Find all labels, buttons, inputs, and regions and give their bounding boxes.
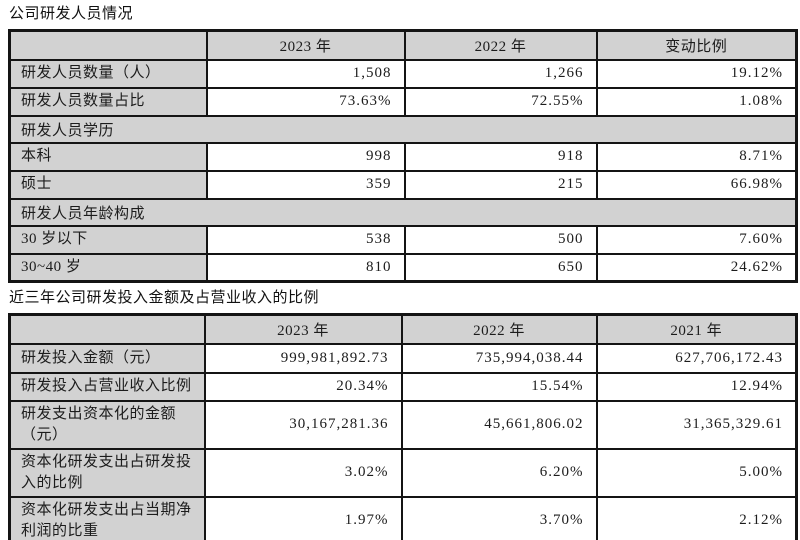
- table-row: 本科 998 918 8.71%: [8, 141, 798, 172]
- rd-personnel-table: 2023 年 2022 年 变动比例 研发人员数量（人） 1,508 1,266…: [8, 29, 798, 283]
- section-label: 研发人员学历: [8, 114, 798, 144]
- cell-value: 72.55%: [403, 86, 598, 117]
- cell-value: 31,365,329.61: [595, 399, 798, 450]
- header-cell-2023: 2023 年: [203, 313, 403, 345]
- cell-value: 538: [205, 224, 406, 255]
- header-cell-change-ratio: 变动比例: [595, 29, 798, 61]
- table-row: 研发投入金额（元） 999,981,892.73 735,994,038.44 …: [8, 342, 798, 374]
- cell-value: 73.63%: [205, 86, 406, 117]
- table-header-row: 2023 年 2022 年 变动比例: [8, 29, 798, 61]
- header-cell-empty: [8, 29, 208, 61]
- row-label: 硕士: [8, 169, 208, 200]
- table-row: 研发人员数量占比 73.63% 72.55% 1.08%: [8, 86, 798, 117]
- cell-value: 999,981,892.73: [203, 342, 403, 374]
- cell-value: 45,661,806.02: [400, 399, 598, 450]
- table-row: 研发人员数量（人） 1,508 1,266 19.12%: [8, 58, 798, 89]
- table-row: 30 岁以下 538 500 7.60%: [8, 224, 798, 255]
- table-row: 资本化研发支出占当期净 利润的比重 1.97% 3.70% 2.12%: [8, 495, 798, 540]
- header-cell-2021: 2021 年: [595, 313, 798, 345]
- cell-value: 1.08%: [595, 86, 798, 117]
- cell-value: 2.12%: [595, 495, 798, 540]
- page: 公司研发人员情况 2023 年 2022 年 变动比例 研发人员数量（人） 1,…: [0, 4, 800, 540]
- table-header-row: 2023 年 2022 年 2021 年: [8, 313, 798, 345]
- cell-value: 215: [403, 169, 598, 200]
- row-label: 30 岁以下: [8, 224, 208, 255]
- cell-value: 627,706,172.43: [595, 342, 798, 374]
- cell-value: 20.34%: [203, 371, 403, 402]
- table-row: 研发支出资本化的金额 （元） 30,167,281.36 45,661,806.…: [8, 399, 798, 450]
- header-cell-2022: 2022 年: [400, 313, 598, 345]
- cell-value: 15.54%: [400, 371, 598, 402]
- section-row: 研发人员年龄构成: [8, 197, 798, 227]
- row-label: 研发人员数量（人）: [8, 58, 208, 89]
- rd-investment-title: 近三年公司研发投入金额及占营业收入的比例: [9, 290, 320, 306]
- section-row: 研发人员学历: [8, 114, 798, 144]
- cell-value: 66.98%: [595, 169, 798, 200]
- header-cell-empty: [8, 313, 206, 345]
- cell-value: 24.62%: [595, 252, 798, 283]
- rd-investment-table: 2023 年 2022 年 2021 年 研发投入金额（元） 999,981,8…: [8, 313, 798, 540]
- row-label: 本科: [8, 141, 208, 172]
- cell-value: 3.70%: [400, 495, 598, 540]
- cell-value: 998: [205, 141, 406, 172]
- cell-value: 3.02%: [203, 447, 403, 498]
- cell-value: 1.97%: [203, 495, 403, 540]
- cell-value: 650: [403, 252, 598, 283]
- table-row: 30~40 岁 810 650 24.62%: [8, 252, 798, 283]
- cell-value: 6.20%: [400, 447, 598, 498]
- row-label: 研发人员数量占比: [8, 86, 208, 117]
- cell-value: 1,266: [403, 58, 598, 89]
- cell-value: 359: [205, 169, 406, 200]
- cell-value: 735,994,038.44: [400, 342, 598, 374]
- cell-value: 30,167,281.36: [203, 399, 403, 450]
- cell-value: 500: [403, 224, 598, 255]
- row-label: 研发支出资本化的金额 （元）: [8, 399, 206, 450]
- header-cell-2022: 2022 年: [403, 29, 598, 61]
- row-label: 研发投入金额（元）: [8, 342, 206, 374]
- row-label: 资本化研发支出占当期净 利润的比重: [8, 495, 206, 540]
- header-cell-2023: 2023 年: [205, 29, 406, 61]
- cell-value: 8.71%: [595, 141, 798, 172]
- cell-value: 918: [403, 141, 598, 172]
- rd-personnel-title: 公司研发人员情况: [9, 6, 134, 22]
- row-label: 资本化研发支出占研发投 入的比例: [8, 447, 206, 498]
- cell-value: 1,508: [205, 58, 406, 89]
- cell-value: 12.94%: [595, 371, 798, 402]
- table-row: 硕士 359 215 66.98%: [8, 169, 798, 200]
- row-label: 30~40 岁: [8, 252, 208, 283]
- section-label: 研发人员年龄构成: [8, 197, 798, 227]
- row-label: 研发投入占营业收入比例: [8, 371, 206, 402]
- table-row: 资本化研发支出占研发投 入的比例 3.02% 6.20% 5.00%: [8, 447, 798, 498]
- cell-value: 19.12%: [595, 58, 798, 89]
- cell-value: 810: [205, 252, 406, 283]
- cell-value: 5.00%: [595, 447, 798, 498]
- cell-value: 7.60%: [595, 224, 798, 255]
- table-row: 研发投入占营业收入比例 20.34% 15.54% 12.94%: [8, 371, 798, 402]
